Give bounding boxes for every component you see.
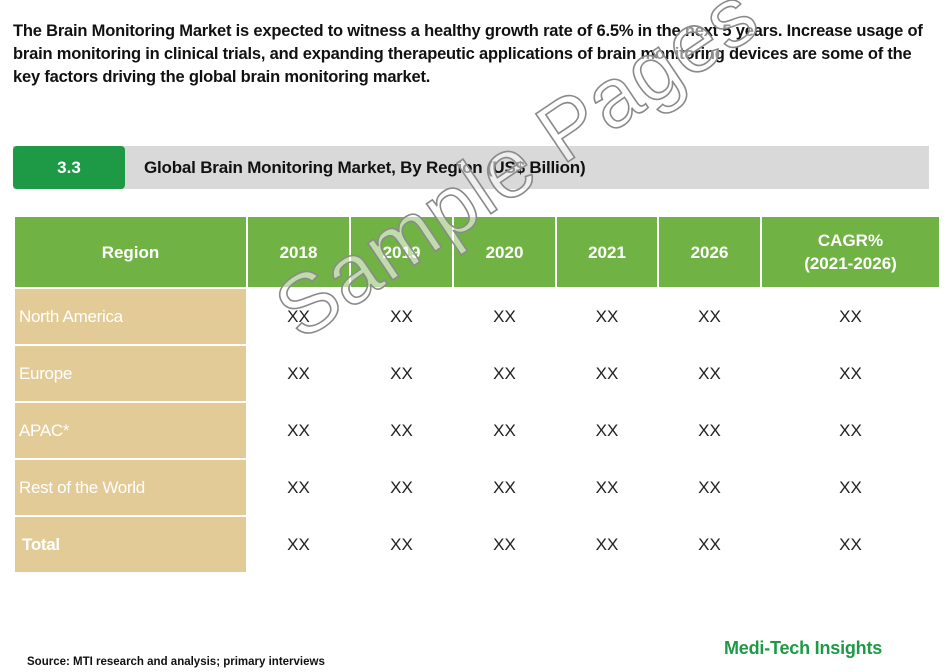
table-cell: XX [246, 287, 351, 346]
header-cagr-line2: (2021-2026) [804, 254, 897, 273]
table-cell: XX [349, 515, 454, 574]
header-2026: 2026 [657, 215, 762, 289]
table-header-row: Region 2018 2019 2020 2021 2026 CAGR% (2… [13, 215, 941, 289]
table-cell: XX [246, 344, 351, 403]
section-header-bar: 3.3 Global Brain Monitoring Market, By R… [13, 146, 929, 189]
table-cell: XX [555, 458, 659, 517]
table-cell: XX [555, 401, 659, 460]
table-cell: XX [246, 401, 351, 460]
table-cell: XX [452, 515, 557, 574]
table-row: Rest of the World XX XX XX XX XX XX [13, 458, 941, 517]
table-cell: XX [452, 401, 557, 460]
table-cell: XX [555, 515, 659, 574]
table-row: North America XX XX XX XX XX XX [13, 287, 941, 346]
table-cell: XX [452, 287, 557, 346]
row-region-label: Rest of the World [13, 458, 248, 517]
intro-paragraph: The Brain Monitoring Market is expected … [13, 22, 923, 86]
header-2020: 2020 [452, 215, 557, 289]
row-region-label: APAC* [13, 401, 248, 460]
table-cell: XX [349, 344, 454, 403]
header-2018: 2018 [246, 215, 351, 289]
table-cell: XX [657, 344, 762, 403]
table-cell: XX [760, 344, 941, 403]
table-cell: XX [657, 515, 762, 574]
header-cagr-line1: CAGR% [817, 231, 884, 250]
row-region-label: North America [13, 287, 248, 346]
table-cell: XX [760, 287, 941, 346]
table-cell: XX [452, 458, 557, 517]
section-title: Global Brain Monitoring Market, By Regio… [144, 158, 586, 177]
table-row: Total XX XX XX XX XX XX [13, 515, 941, 574]
row-region-label: Europe [13, 344, 248, 403]
brand-logo: Medi-Tech Insights [724, 638, 883, 658]
table-cell: XX [760, 458, 941, 517]
table-cell: XX [657, 458, 762, 517]
table-cell: XX [555, 344, 659, 403]
table-cell: XX [246, 515, 351, 574]
table-cell: XX [657, 401, 762, 460]
table-cell: XX [760, 515, 941, 574]
table-cell: XX [760, 401, 941, 460]
table-cell: XX [349, 401, 454, 460]
row-region-label: Total [13, 515, 248, 574]
table-row: APAC* XX XX XX XX XX XX [13, 401, 941, 460]
table-cell: XX [349, 458, 454, 517]
header-2021: 2021 [555, 215, 659, 289]
table-cell: XX [657, 287, 762, 346]
header-region: Region [13, 215, 248, 289]
section-number: 3.3 [13, 146, 125, 189]
source-note: Source: MTI research and analysis; prima… [27, 656, 325, 668]
header-cagr: CAGR% (2021-2026) [760, 215, 941, 289]
table-cell: XX [555, 287, 659, 346]
table-cell: XX [452, 344, 557, 403]
table-row: Europe XX XX XX XX XX XX [13, 344, 941, 403]
region-market-table: Region 2018 2019 2020 2021 2026 CAGR% (2… [13, 215, 941, 574]
table-cell: XX [349, 287, 454, 346]
table-cell: XX [246, 458, 351, 517]
header-2019: 2019 [349, 215, 454, 289]
